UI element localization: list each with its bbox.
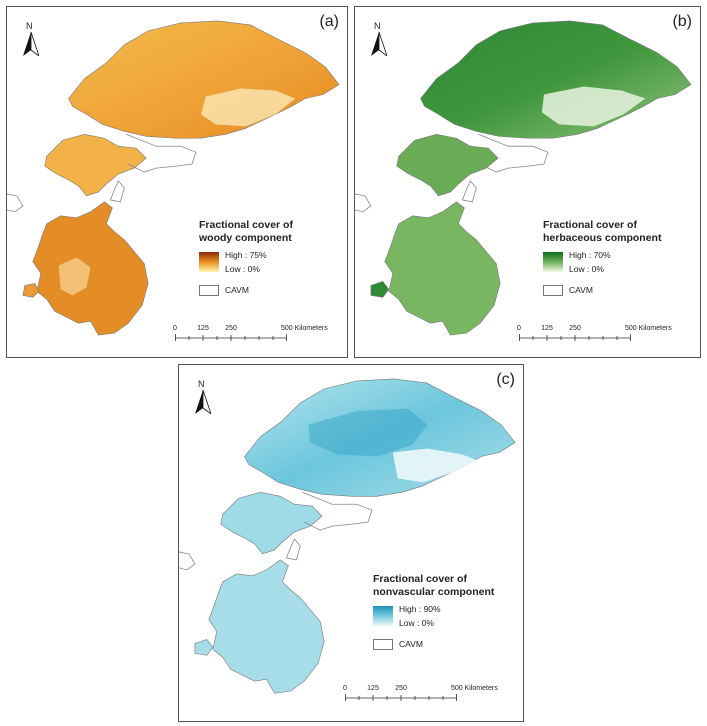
map-panel-nonvascular: (c) N Fractional cover of nonvascular co… xyxy=(178,364,524,722)
scale-tick-0: 0 xyxy=(343,685,347,692)
legend-high: High : 75% xyxy=(225,250,267,260)
map-herbaceous xyxy=(355,20,692,336)
north-letter: N xyxy=(198,379,205,389)
north-letter: N xyxy=(374,21,381,31)
legend-cavm: CAVM xyxy=(225,285,249,295)
legend-title-line1: Fractional cover of xyxy=(199,219,293,231)
legend-cavm: CAVM xyxy=(569,285,593,295)
panel-label: (a) xyxy=(319,13,339,30)
region-south xyxy=(384,201,501,336)
region-north-pale xyxy=(392,448,478,483)
scale-tick-500: 500 Kilometers xyxy=(281,325,328,332)
legend-cavm: CAVM xyxy=(399,639,423,649)
cavm-outline xyxy=(7,133,197,213)
cavm-outline xyxy=(355,133,549,213)
scale-bar-line xyxy=(175,334,287,341)
cavm-swatch xyxy=(199,285,219,296)
legend: Fractional cover of herbaceous component… xyxy=(543,219,693,298)
scale-bar-line xyxy=(519,334,631,341)
legend-high: High : 70% xyxy=(569,250,611,260)
scale-tick-0: 0 xyxy=(517,325,521,332)
region-south xyxy=(208,559,325,694)
color-ramp xyxy=(199,252,219,272)
legend-title-line2: herbaceous component xyxy=(543,232,662,244)
north-arrow-icon xyxy=(195,390,211,414)
cavm-swatch xyxy=(543,285,563,296)
region-north-pale xyxy=(200,88,296,127)
region-islet xyxy=(194,639,214,656)
region-north-pale xyxy=(541,86,646,127)
scale-tick-500: 500 Kilometers xyxy=(625,325,672,332)
scale-tick-125: 125 xyxy=(197,325,209,332)
region-north-dark xyxy=(308,408,428,457)
color-ramp xyxy=(543,252,563,272)
legend-title-line2: woody component xyxy=(199,232,292,244)
region-south xyxy=(32,201,149,336)
panel-label: (c) xyxy=(496,371,515,388)
scale-tick-250: 250 xyxy=(225,325,237,332)
region-islet xyxy=(22,283,40,298)
region-middle xyxy=(44,133,147,197)
legend: Fractional cover of woody component High… xyxy=(199,219,347,298)
scale-tick-250: 250 xyxy=(395,685,407,692)
north-letter: N xyxy=(26,21,33,31)
legend-title-line2: nonvascular component xyxy=(373,586,495,598)
scale-tick-125: 125 xyxy=(541,325,553,332)
north-arrow: N xyxy=(21,21,43,59)
map-woody xyxy=(7,20,340,336)
scale-tick-0: 0 xyxy=(173,325,177,332)
map-nonvascular xyxy=(179,378,516,694)
map-panel-woody: (a) N Fractional cover of woody componen… xyxy=(6,6,348,358)
region-islet xyxy=(370,281,390,298)
region-north xyxy=(68,20,340,139)
scale-bar: 0 125 250 500 Kilometers xyxy=(173,325,335,347)
legend-title-line1: Fractional cover of xyxy=(543,219,637,231)
panel-label: (b) xyxy=(672,13,692,30)
cavm-swatch xyxy=(373,639,393,650)
legend-low: Low : 0% xyxy=(399,618,434,628)
north-arrow-icon xyxy=(371,32,387,56)
north-arrow: N xyxy=(369,21,391,59)
map-panel-herbaceous: (b) N Fractional cover of herbaceous com… xyxy=(354,6,701,358)
north-arrow: N xyxy=(193,379,215,417)
cavm-outline xyxy=(179,491,373,571)
legend-title-line1: Fractional cover of xyxy=(373,573,467,585)
scale-bar: 0 125 250 500 Kilometers xyxy=(343,685,505,707)
region-middle xyxy=(396,133,499,197)
north-arrow-icon xyxy=(23,32,39,56)
scale-tick-125: 125 xyxy=(367,685,379,692)
region-middle xyxy=(220,491,323,555)
color-ramp xyxy=(373,606,393,626)
scale-tick-500: 500 Kilometers xyxy=(451,685,498,692)
scale-bar: 0 125 250 500 Kilometers xyxy=(517,325,679,347)
scale-tick-250: 250 xyxy=(569,325,581,332)
scale-bar-line xyxy=(345,694,457,701)
legend: Fractional cover of nonvascular componen… xyxy=(373,573,523,652)
legend-low: Low : 0% xyxy=(225,264,260,274)
legend-high: High : 90% xyxy=(399,604,441,614)
region-south-pale xyxy=(58,257,91,296)
legend-low: Low : 0% xyxy=(569,264,604,274)
